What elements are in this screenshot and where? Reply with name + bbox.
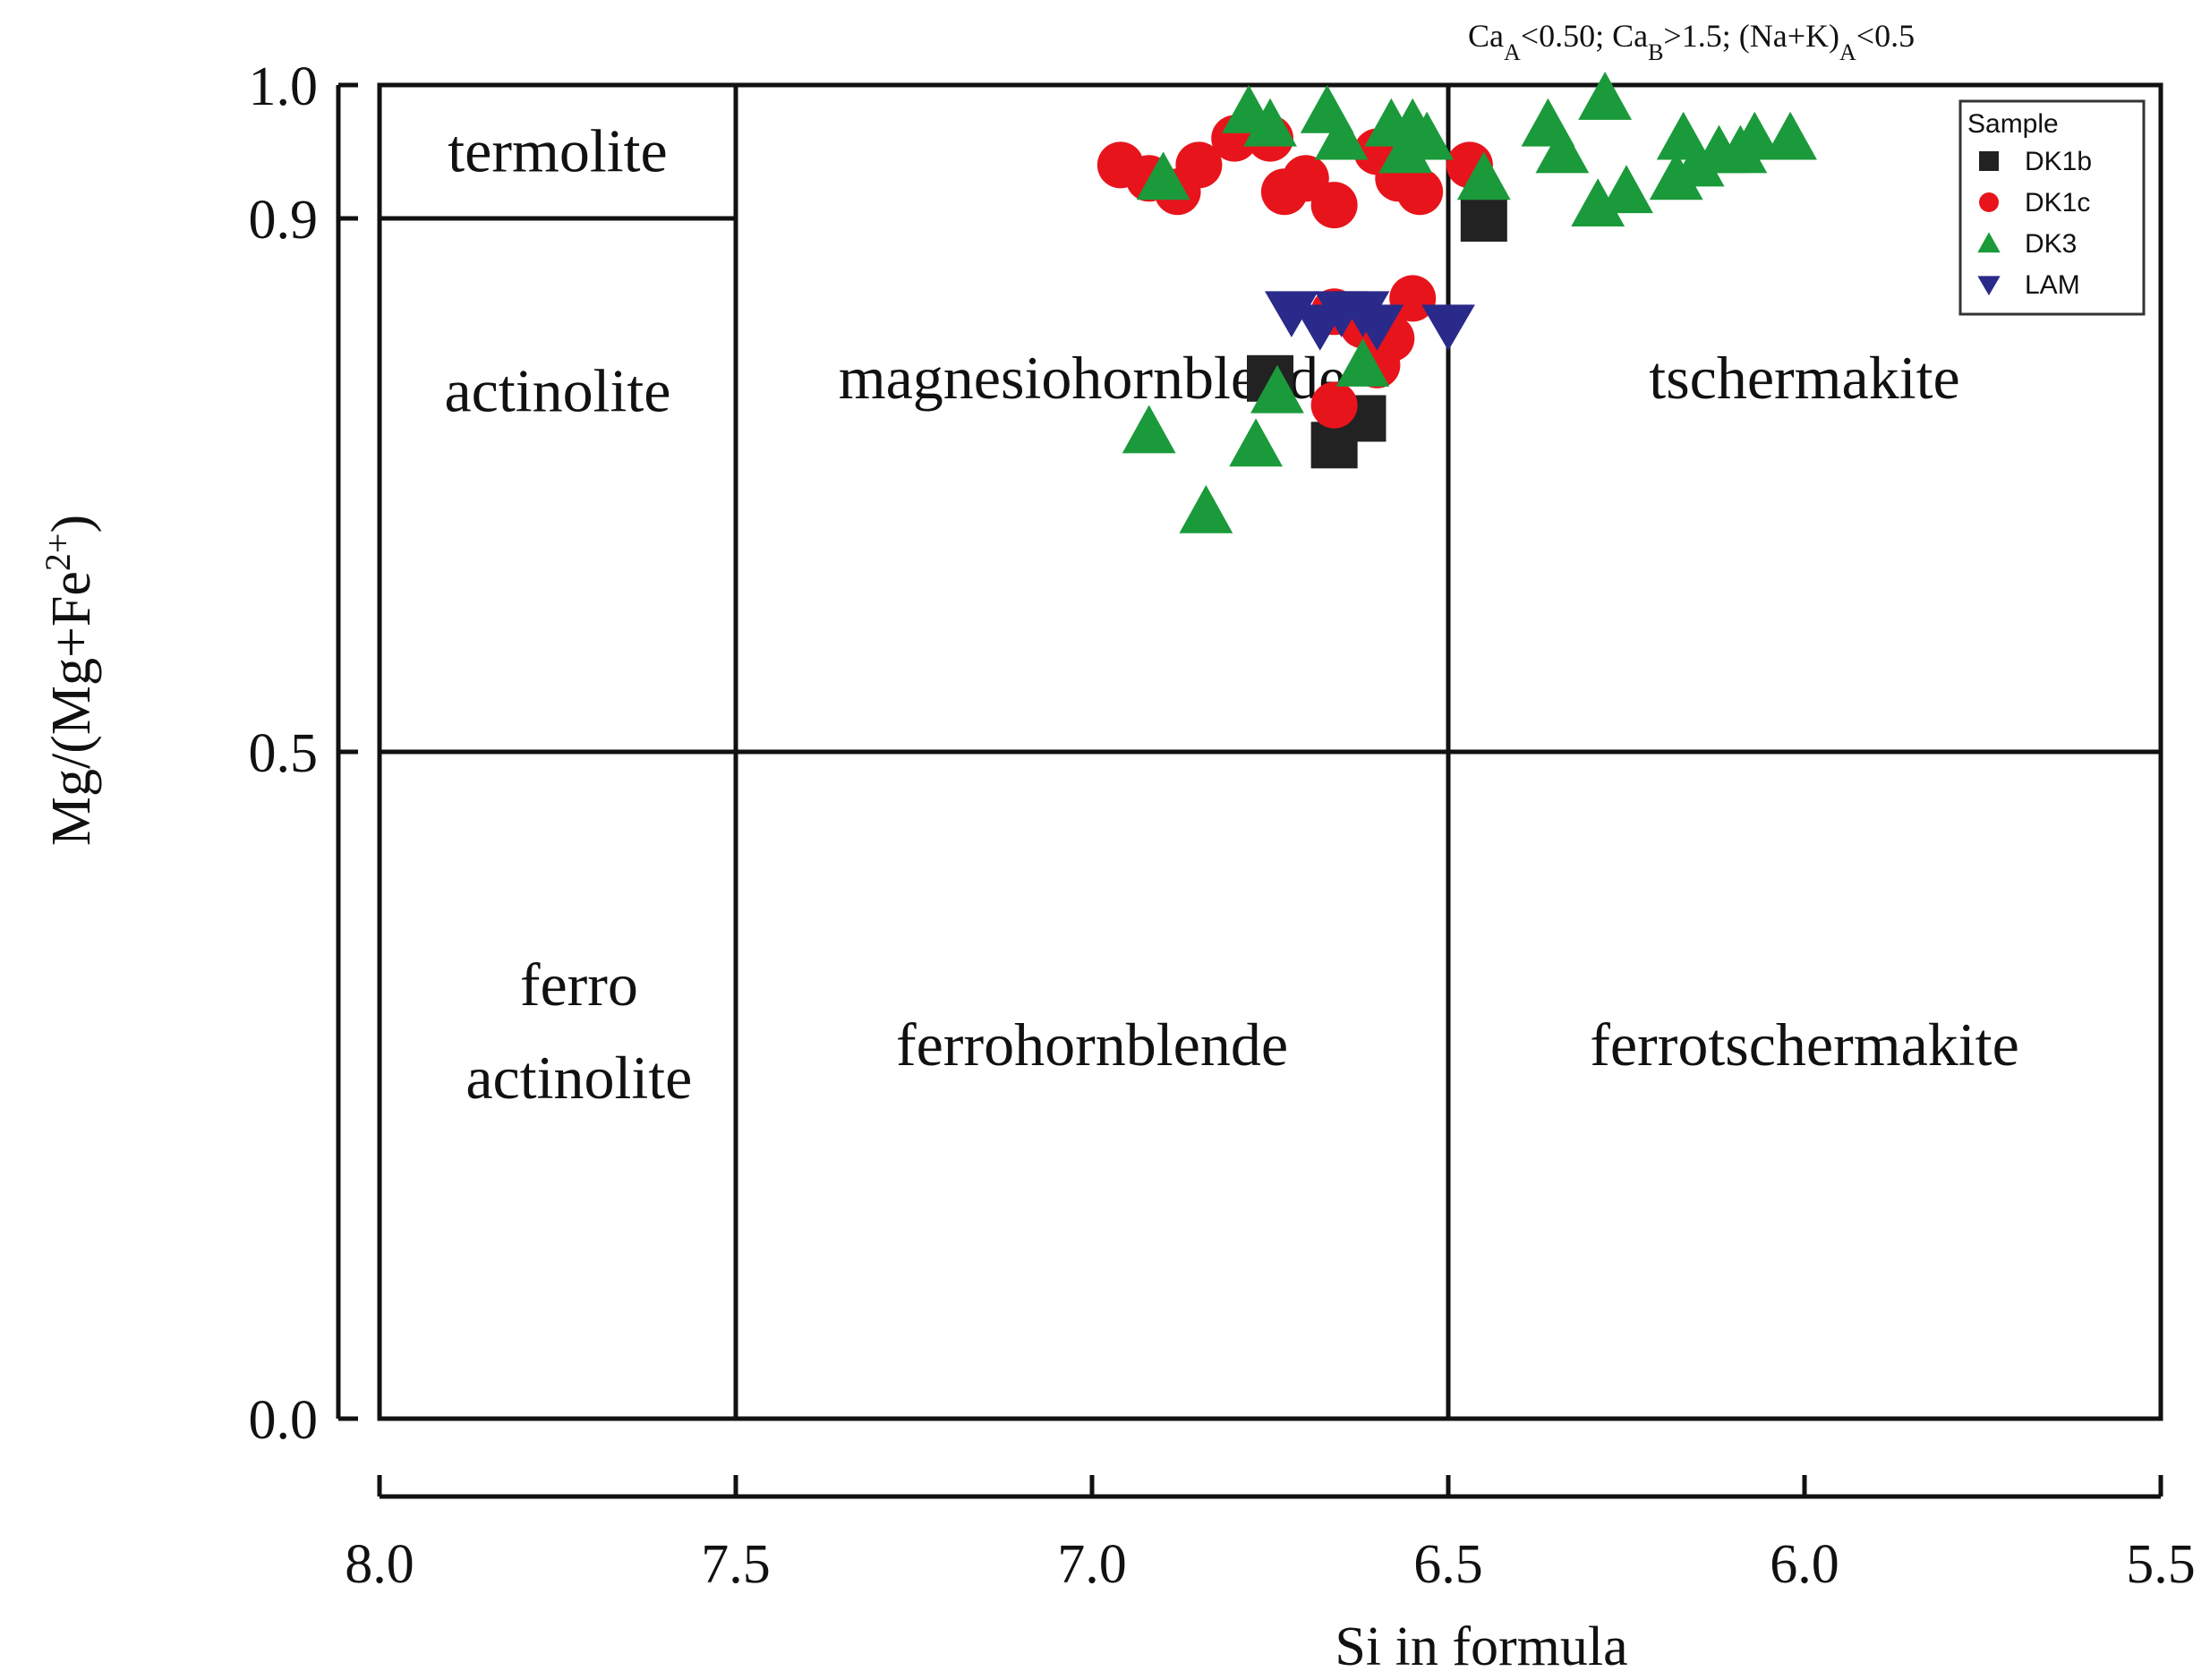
field-label: ferrotschermakite (1590, 1011, 2019, 1079)
field-label: actinolite (465, 1044, 692, 1112)
y-tick-label: 0.9 (249, 190, 319, 251)
subtitle-text: >1.5; (Na+K) (1663, 18, 1839, 54)
data-point-dk1c (1396, 168, 1444, 216)
x-tick-label: 6.0 (1770, 1534, 1839, 1595)
field-label: ferrohornblende (896, 1011, 1288, 1079)
subtitle-text: <0.5 (1856, 18, 1915, 54)
data-point-lam (1264, 291, 1318, 337)
legend: Sample DK1b DK1c DK3 LAM (1958, 99, 2146, 316)
data-point-dk3 (1243, 98, 1297, 147)
series-dk3 (1122, 72, 1817, 533)
field-label: ferro (520, 951, 638, 1019)
data-point-lam (1421, 304, 1475, 351)
field-label: termolite (448, 117, 667, 185)
legend-title: Sample (1967, 109, 2059, 139)
plot-frame (377, 82, 2163, 1421)
y-axis-label-close: ) (41, 515, 102, 533)
x-tick-label: 6.5 (1413, 1534, 1483, 1595)
x-tick-label: 7.5 (701, 1534, 771, 1595)
field-label: actinolite (444, 357, 670, 425)
y-axis-label: Mg/(Mg+Fe2+) (38, 515, 103, 846)
x-axis-label: Si in formula (1335, 1616, 1627, 1677)
data-point-dk3 (1600, 165, 1653, 214)
data-point-dk3 (1670, 138, 1725, 187)
legend-label-dk1b: DK1b (2025, 147, 2092, 176)
data-point-dk1b (1460, 195, 1507, 242)
data-point-dk3 (1728, 111, 1782, 160)
x-tick-label: 5.5 (2126, 1534, 2196, 1595)
data-point-dk1b (1310, 422, 1358, 469)
data-point-dk3 (1314, 111, 1369, 160)
data-point-dk3 (1578, 72, 1633, 120)
data-point-dk1c (1310, 182, 1358, 229)
data-point-dk3 (1229, 418, 1283, 467)
data-points (1096, 72, 1817, 533)
x-tick-label: 7.0 (1057, 1534, 1127, 1595)
x-tick-label: 8.0 (345, 1534, 414, 1595)
y-axis-label-base: Mg/(Mg+Fe (41, 571, 102, 846)
data-point-dk3 (1179, 484, 1233, 533)
legend-label-lam: LAM (2025, 270, 2080, 300)
data-point-dk3 (1335, 338, 1390, 387)
legend-label-dk3: DK3 (2025, 229, 2077, 259)
y-axis-label-superscript: 2+ (38, 533, 78, 572)
data-point-dk3 (1656, 111, 1711, 160)
legend-marker-lam (1977, 276, 2001, 296)
data-point-dk3 (1136, 151, 1190, 200)
legend-marker-dk1c (1979, 192, 1999, 212)
data-point-dk3 (1535, 124, 1590, 174)
subtitle-text: Ca (1468, 18, 1504, 54)
series-lam (1264, 291, 1475, 351)
legend-marker-dk1b (1979, 151, 1999, 171)
data-point-dk3 (1763, 111, 1817, 160)
subtitle-subscript: A (1839, 39, 1856, 65)
subtitle-subscript: B (1648, 39, 1663, 65)
field-label: tschermakite (1649, 344, 1959, 412)
y-tick-label: 1.0 (249, 56, 319, 117)
data-point-dk3 (1122, 405, 1176, 454)
subtitle-subscript: A (1504, 39, 1521, 65)
subtitle-text: <0.50; Ca (1521, 18, 1648, 54)
x-axis: 8.0 7.5 7.0 6.5 6.0 5.5 (345, 1475, 2196, 1595)
data-point-dk1c (1310, 381, 1358, 429)
data-point-dk3 (1250, 364, 1304, 414)
y-tick-label: 0.0 (249, 1390, 319, 1451)
field-dividers (380, 85, 2161, 1419)
data-point-dk3 (1649, 151, 1703, 200)
y-tick-label: 0.5 (249, 723, 319, 784)
y-axis: 0.0 0.5 0.9 1.0 (249, 56, 358, 1451)
legend-marker-dk3 (1977, 232, 2001, 253)
data-point-dk1c (1175, 141, 1223, 189)
data-point-dk3 (1571, 178, 1626, 227)
chart-subtitle: CaA<0.50; CaB>1.5; (Na+K)A<0.5 (1468, 18, 1915, 65)
data-point-dk1c (1389, 275, 1437, 322)
legend-label-dk1c: DK1c (2025, 188, 2090, 217)
data-point-dk3 (1378, 124, 1433, 174)
data-point-dk3 (1456, 151, 1511, 200)
data-point-lam (1350, 304, 1404, 351)
